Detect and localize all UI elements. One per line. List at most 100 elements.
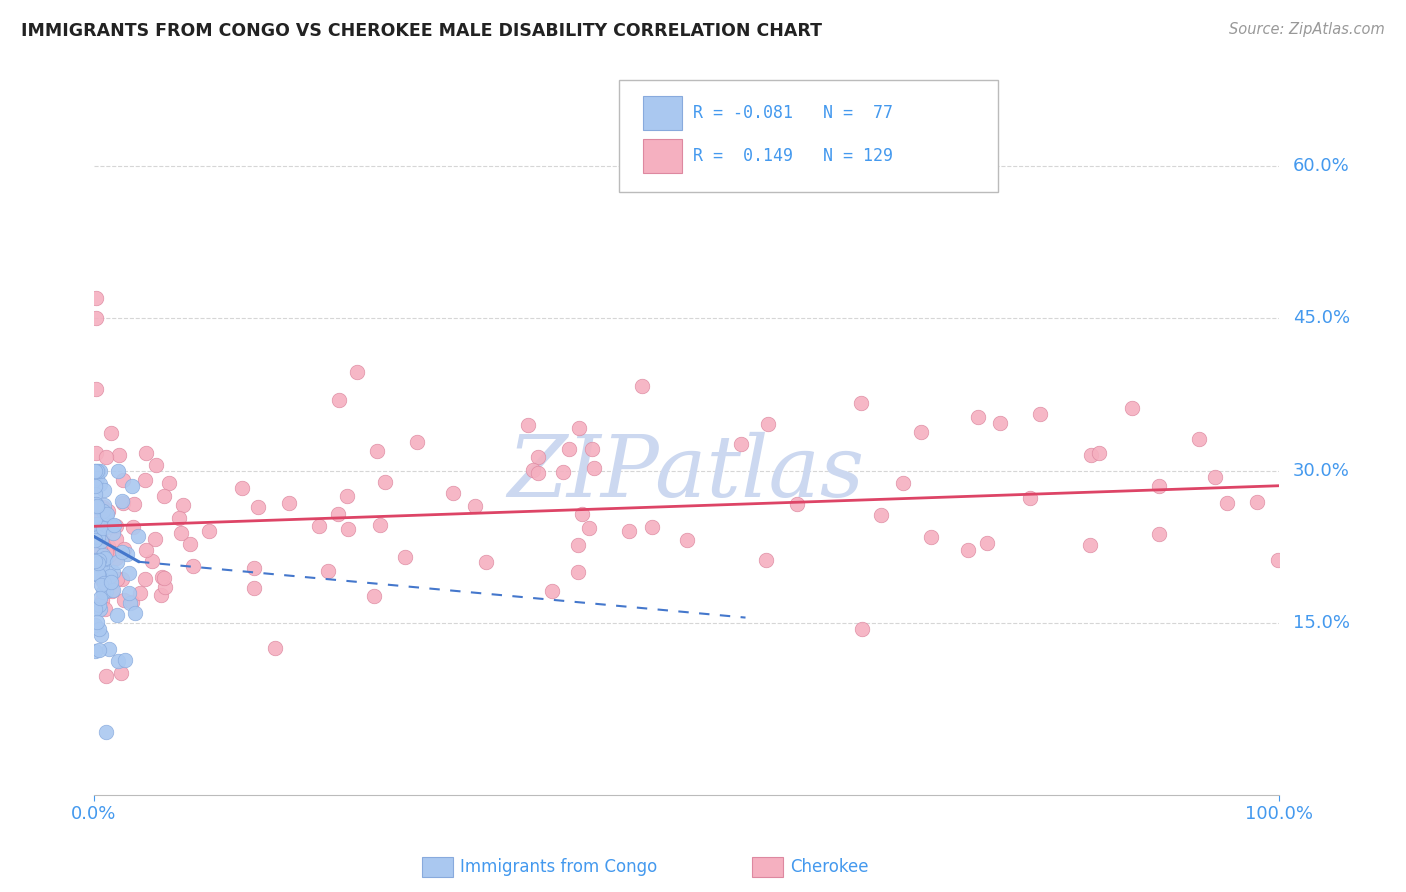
Point xyxy=(93,502,115,516)
Point xyxy=(84,499,107,513)
Point xyxy=(1019,491,1042,505)
Point xyxy=(346,365,368,379)
Point xyxy=(94,725,117,739)
Point xyxy=(86,471,108,485)
Point xyxy=(110,665,132,680)
Point xyxy=(124,606,146,620)
Text: 45.0%: 45.0% xyxy=(1294,310,1350,327)
Point xyxy=(1267,553,1289,567)
Point xyxy=(1078,538,1101,552)
Point xyxy=(197,524,219,539)
Point xyxy=(105,550,128,565)
Point xyxy=(93,483,115,497)
Point xyxy=(568,421,591,435)
Point xyxy=(101,565,124,579)
Point xyxy=(91,558,114,573)
Point xyxy=(93,576,115,591)
Point xyxy=(94,550,117,565)
Point xyxy=(100,517,122,532)
Point xyxy=(134,572,156,586)
Point xyxy=(101,583,124,598)
Point xyxy=(1188,432,1211,446)
Point xyxy=(96,507,118,521)
Point xyxy=(96,504,118,518)
Point xyxy=(93,602,115,616)
Point xyxy=(441,486,464,500)
Point xyxy=(111,572,134,586)
Point xyxy=(851,622,873,636)
Point xyxy=(179,537,201,551)
Point xyxy=(115,547,138,561)
Point xyxy=(97,520,120,534)
Point xyxy=(105,532,128,546)
Point xyxy=(100,574,122,589)
Point xyxy=(87,463,110,477)
Point xyxy=(87,556,110,570)
Point xyxy=(145,458,167,472)
Point xyxy=(89,536,111,550)
Point xyxy=(89,601,111,615)
Point xyxy=(571,507,593,521)
Point xyxy=(89,643,111,657)
Point xyxy=(90,573,112,587)
Point xyxy=(1216,496,1239,510)
Text: R =  0.149   N = 129: R = 0.149 N = 129 xyxy=(693,147,893,165)
Point xyxy=(91,584,114,599)
Point xyxy=(84,383,107,397)
Point xyxy=(84,479,107,493)
Point xyxy=(86,516,108,531)
Point xyxy=(84,618,107,632)
Point xyxy=(141,554,163,568)
Point xyxy=(91,572,114,586)
Point xyxy=(755,553,778,567)
Point xyxy=(167,511,190,525)
Point xyxy=(153,489,176,503)
Point xyxy=(150,589,173,603)
Point xyxy=(582,461,605,475)
Point xyxy=(336,489,359,503)
Point xyxy=(1121,401,1143,415)
Point xyxy=(135,543,157,558)
Point xyxy=(1088,446,1111,460)
Point xyxy=(153,571,176,585)
Point xyxy=(567,565,589,579)
Point xyxy=(143,532,166,546)
Point xyxy=(129,586,152,600)
Point xyxy=(730,437,752,451)
Point xyxy=(243,561,266,575)
Point xyxy=(112,473,135,487)
Point xyxy=(97,548,120,562)
Point xyxy=(94,552,117,566)
Point xyxy=(567,538,589,552)
Point xyxy=(517,417,540,432)
Point xyxy=(150,570,173,584)
Point xyxy=(308,519,330,533)
Point xyxy=(84,533,107,547)
Point xyxy=(87,569,110,583)
Point xyxy=(231,481,253,495)
Point xyxy=(101,583,124,598)
Point xyxy=(87,622,110,636)
Point xyxy=(112,542,135,557)
Point xyxy=(111,545,134,559)
Point xyxy=(84,497,107,511)
Point xyxy=(98,568,121,582)
Point xyxy=(134,474,156,488)
Point xyxy=(91,504,114,518)
Point xyxy=(96,546,118,560)
Point xyxy=(84,554,107,568)
Point xyxy=(114,653,136,667)
Point xyxy=(90,578,112,592)
Point xyxy=(368,517,391,532)
Point xyxy=(558,442,581,456)
Point xyxy=(89,553,111,567)
Point xyxy=(328,507,350,521)
Point xyxy=(172,498,194,512)
Point xyxy=(406,435,429,450)
Point xyxy=(475,555,498,569)
Point xyxy=(118,566,141,581)
Point xyxy=(374,475,396,490)
Point xyxy=(121,594,143,608)
Point xyxy=(526,466,548,480)
Point xyxy=(90,534,112,549)
